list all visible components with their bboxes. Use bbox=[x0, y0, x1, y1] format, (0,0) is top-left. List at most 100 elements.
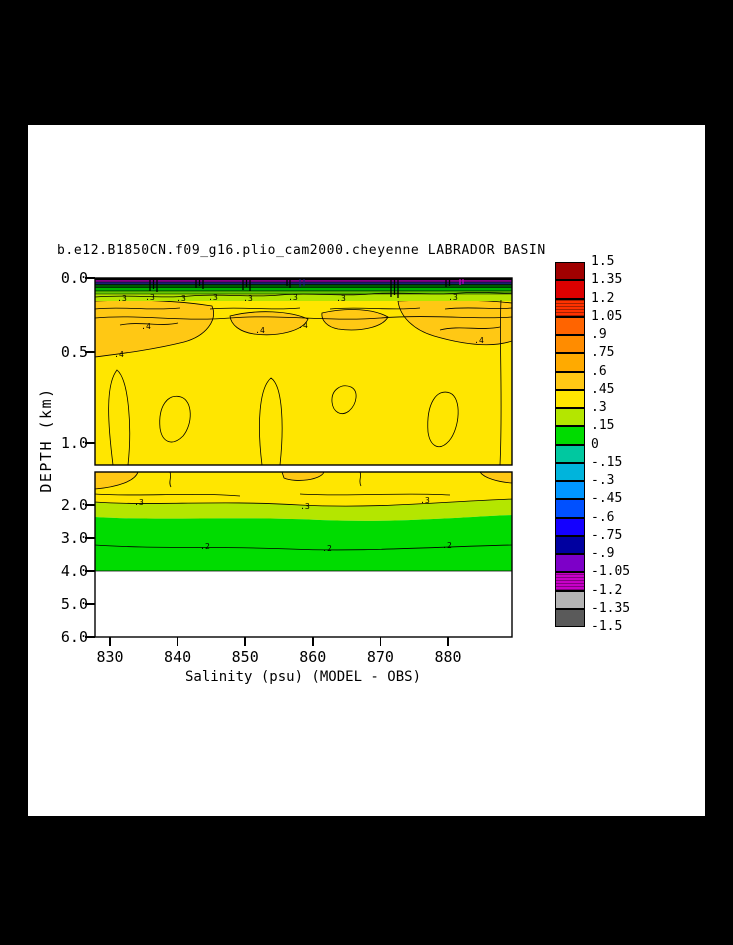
surface-magenta-glyphs bbox=[459, 279, 464, 285]
y-tick-label: 6.0 bbox=[60, 628, 88, 646]
y-tick-label: 0.5 bbox=[60, 343, 88, 361]
colorbar-box bbox=[555, 389, 585, 408]
y-tick-mark bbox=[85, 603, 95, 605]
colorbar-box bbox=[555, 335, 585, 354]
colorbar-box bbox=[555, 499, 585, 518]
contour-label: .3 bbox=[243, 294, 253, 303]
colorbar-box bbox=[555, 262, 585, 281]
colorbar-box bbox=[555, 517, 585, 536]
contour-label: .3 bbox=[288, 293, 298, 302]
x-tick-label: 830 bbox=[96, 648, 124, 666]
x-tick-label: 870 bbox=[366, 648, 394, 666]
colorbar-box bbox=[555, 590, 585, 609]
colorbar-box bbox=[555, 408, 585, 427]
colorbar-label: 1.35 bbox=[591, 272, 623, 288]
contour-label: .3 bbox=[336, 294, 346, 303]
surface-blue-glyphs bbox=[299, 279, 305, 287]
colorbar-box bbox=[555, 298, 585, 317]
colorbar-label: -1.05 bbox=[591, 564, 631, 580]
contour-label: .3 bbox=[134, 498, 144, 507]
y-tick-label: 3.0 bbox=[60, 529, 88, 547]
colorbar-label: 1.5 bbox=[591, 254, 615, 269]
colorbar-box bbox=[555, 462, 585, 481]
colorbar-label: -.9 bbox=[591, 546, 615, 561]
x-tick-label: 880 bbox=[434, 648, 462, 666]
x-axis-title: Salinity (psu) (MODEL - OBS) bbox=[184, 669, 422, 685]
colorbar-box bbox=[555, 572, 585, 591]
contour-label: .3 bbox=[176, 294, 186, 303]
surface-contour-glyphs bbox=[149, 278, 451, 298]
contour-label: .4 bbox=[474, 336, 484, 345]
y-tick-mark bbox=[85, 537, 95, 539]
upper-panel-border bbox=[94, 277, 513, 466]
x-tick-label: 840 bbox=[164, 648, 192, 666]
colorbar-label: -1.5 bbox=[591, 619, 623, 634]
colorbar-label: -.6 bbox=[591, 509, 615, 525]
y-tick-label: 2.0 bbox=[60, 496, 88, 514]
colorbar-box bbox=[555, 535, 585, 554]
lower-panel-border bbox=[94, 471, 513, 638]
y-tick-mark bbox=[85, 636, 95, 638]
colorbar-label: -.3 bbox=[591, 473, 615, 488]
colorbar-label: -1.35 bbox=[591, 600, 631, 616]
lower-contour-lines bbox=[95, 472, 512, 572]
x-tick-label: 850 bbox=[231, 648, 259, 666]
colorbar-label: -1.2 bbox=[591, 582, 623, 598]
upper-contour-lines bbox=[95, 291, 512, 465]
colorbar-label: 1.2 bbox=[591, 290, 615, 306]
contour-label: .4 bbox=[114, 350, 124, 359]
contour-label: .2 bbox=[200, 542, 210, 551]
colorbar-label: 1.05 bbox=[591, 308, 623, 324]
upper-panel-fills bbox=[95, 278, 512, 465]
colorbar-label: .75 bbox=[591, 345, 615, 361]
colorbar-box bbox=[555, 316, 585, 335]
colorbar-label: .3 bbox=[591, 400, 607, 415]
colorbar-box bbox=[555, 353, 585, 372]
x-tick-mark bbox=[379, 637, 382, 646]
y-tick-label: 5.0 bbox=[60, 595, 88, 613]
contour-label: .3 bbox=[208, 293, 218, 302]
colorbar-label: .9 bbox=[591, 327, 607, 342]
colorbar-box bbox=[555, 371, 585, 390]
y-tick-mark bbox=[85, 277, 95, 279]
colorbar-box bbox=[555, 481, 585, 500]
contour-label: .3 bbox=[420, 496, 430, 505]
contour-label: .2 bbox=[442, 541, 452, 550]
contour-label: .3 bbox=[145, 293, 155, 302]
contour-label: .2 bbox=[322, 544, 332, 553]
colorbar-box bbox=[555, 554, 585, 573]
y-tick-label: 1.0 bbox=[60, 434, 88, 452]
chart-title: b.e12.B1850CN.f09_g16.plio_cam2000.cheye… bbox=[57, 243, 546, 258]
colorbar-label: .15 bbox=[591, 418, 615, 434]
y-tick-mark bbox=[85, 351, 95, 353]
colorbar-box bbox=[555, 426, 585, 445]
y-tick-label: 4.0 bbox=[60, 562, 88, 580]
contour-label: .3 bbox=[300, 502, 310, 511]
colorbar-box bbox=[555, 444, 585, 463]
colorbar-label: .45 bbox=[591, 381, 615, 397]
colorbar-box bbox=[555, 280, 585, 299]
gold-contour-regions bbox=[95, 299, 512, 358]
x-tick-label: 860 bbox=[299, 648, 327, 666]
contour-label: .3 bbox=[448, 293, 458, 302]
x-tick-mark bbox=[312, 637, 314, 646]
y-tick-mark bbox=[85, 442, 95, 444]
contour-label: .4 bbox=[298, 321, 308, 330]
colorbar-label: -.45 bbox=[591, 491, 623, 507]
contour-label: .4 bbox=[141, 322, 151, 331]
contour-label: .4 bbox=[255, 326, 265, 335]
y-tick-mark bbox=[85, 504, 95, 506]
lower-gold-patches bbox=[95, 472, 512, 490]
plot-page bbox=[28, 125, 705, 816]
colorbar-label: 0 bbox=[591, 436, 599, 452]
x-tick-mark bbox=[109, 637, 111, 646]
y-tick-mark bbox=[85, 570, 95, 572]
surface-yellow-green-band bbox=[95, 294, 512, 301]
x-tick-mark bbox=[176, 637, 179, 646]
lower-panel-fills bbox=[95, 472, 512, 637]
x-tick-mark bbox=[447, 637, 449, 646]
y-tick-label: 0.0 bbox=[60, 269, 88, 287]
